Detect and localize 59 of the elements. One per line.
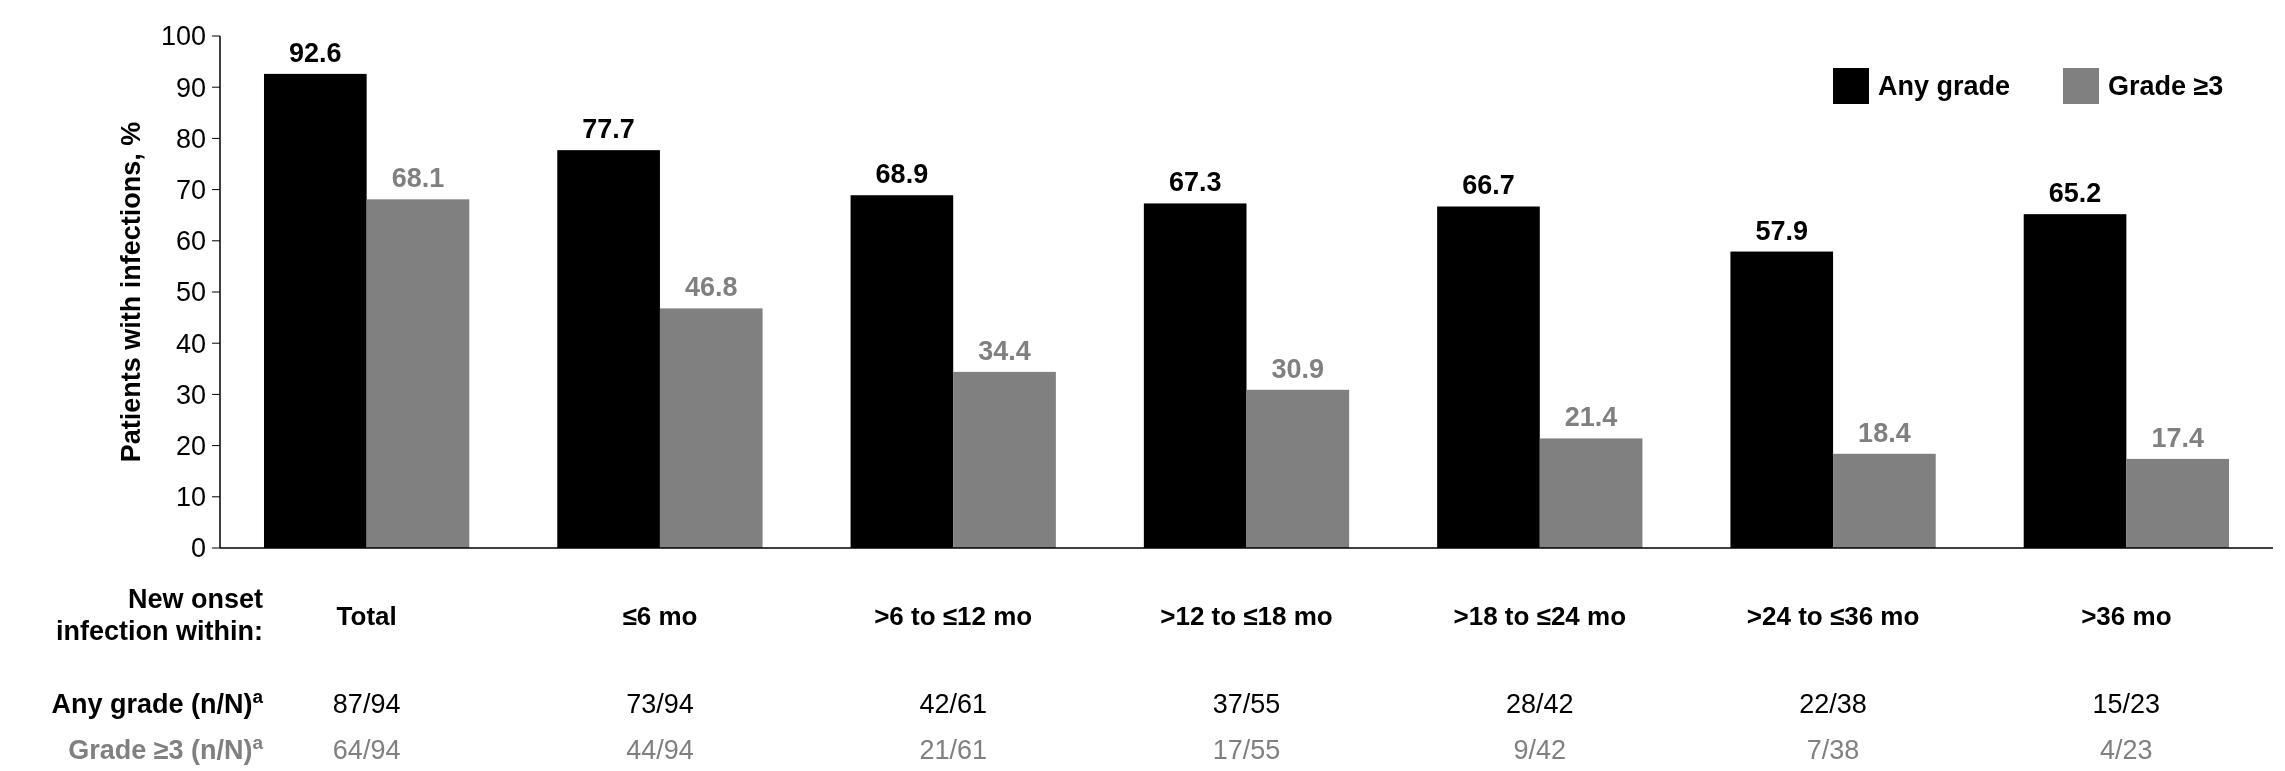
text: 4/23 — [2100, 735, 2153, 765]
y-tick-label: 80 — [175, 123, 206, 154]
text: 87/94 — [332, 689, 401, 719]
data-label: 57.9 — [1755, 215, 1809, 246]
data-label: 46.8 — [684, 272, 738, 303]
text: Grade ≥3 (n/N)$^{a}$ — [68, 731, 264, 765]
data-label: 68.1 — [391, 163, 445, 194]
bar — [1833, 453, 1936, 548]
bar — [953, 371, 1056, 548]
y-tick-label: 0 — [190, 533, 206, 564]
y-tick-label: 100 — [160, 21, 206, 52]
text: 21/61 — [919, 735, 987, 765]
text: 44/94 — [626, 735, 694, 765]
bar — [1539, 438, 1643, 548]
text: 64/94 — [332, 735, 401, 765]
y-tick-label: 60 — [175, 226, 206, 257]
text: 37/55 — [1212, 689, 1281, 719]
bar — [366, 199, 470, 548]
x-tick-label: >18 to ≤24 mo — [1453, 601, 1627, 631]
y-tick-label: 90 — [175, 72, 206, 103]
data-label: 17.4 — [2151, 422, 2204, 453]
y-tick-label: 10 — [175, 482, 206, 513]
y-tick-label: 20 — [175, 431, 206, 462]
x-tick-label: >36 mo — [2081, 601, 2172, 631]
text: 28/42 — [1506, 689, 1574, 719]
y-tick-label: 70 — [175, 175, 206, 206]
x-axis-title: New onset infection within: — [56, 584, 263, 647]
text: 73/94 — [626, 689, 694, 719]
text: 17/55 — [1212, 735, 1281, 765]
bar — [659, 308, 763, 548]
data-label: 67.3 — [1168, 167, 1222, 198]
data-label: 30.9 — [1271, 353, 1325, 384]
data-label: 21.4 — [1564, 402, 1618, 433]
legend-label: Grade ≥3 — [2108, 71, 2224, 102]
text: 15/23 — [2092, 689, 2161, 719]
y-tick-label: 30 — [175, 379, 206, 410]
data-label: 18.4 — [1858, 417, 1911, 448]
text: 7/38 — [1806, 735, 1860, 765]
x-tick-label: ≤6 mo — [622, 601, 698, 631]
data-label: 66.7 — [1462, 170, 1515, 201]
data-label: 34.4 — [978, 335, 1031, 366]
x-tick-label: >24 to ≤36 mo — [1746, 601, 1920, 631]
y-axis-title: Patients with infections, % — [116, 121, 146, 463]
bar — [1246, 389, 1350, 548]
bar — [2126, 458, 2230, 548]
y-tick-label: 50 — [175, 277, 206, 308]
x-tick-label: >6 to ≤12 mo — [874, 601, 1033, 631]
data-label: 68.9 — [875, 159, 929, 190]
text: 22/38 — [1799, 689, 1867, 719]
text: Any grade (n/N)$^{a}$ — [51, 685, 264, 719]
legend-label: Any grade — [1878, 71, 2011, 102]
data-label: 92.6 — [289, 37, 342, 68]
text: 9/42 — [1513, 735, 1567, 765]
text: 42/61 — [919, 689, 987, 719]
data-label: 65.2 — [2048, 178, 2102, 209]
data-label: 77.7 — [582, 114, 635, 145]
x-tick-label: Total — [336, 601, 397, 631]
x-tick-label: >12 to ≤18 mo — [1160, 601, 1333, 631]
y-tick-label: 40 — [175, 328, 206, 359]
